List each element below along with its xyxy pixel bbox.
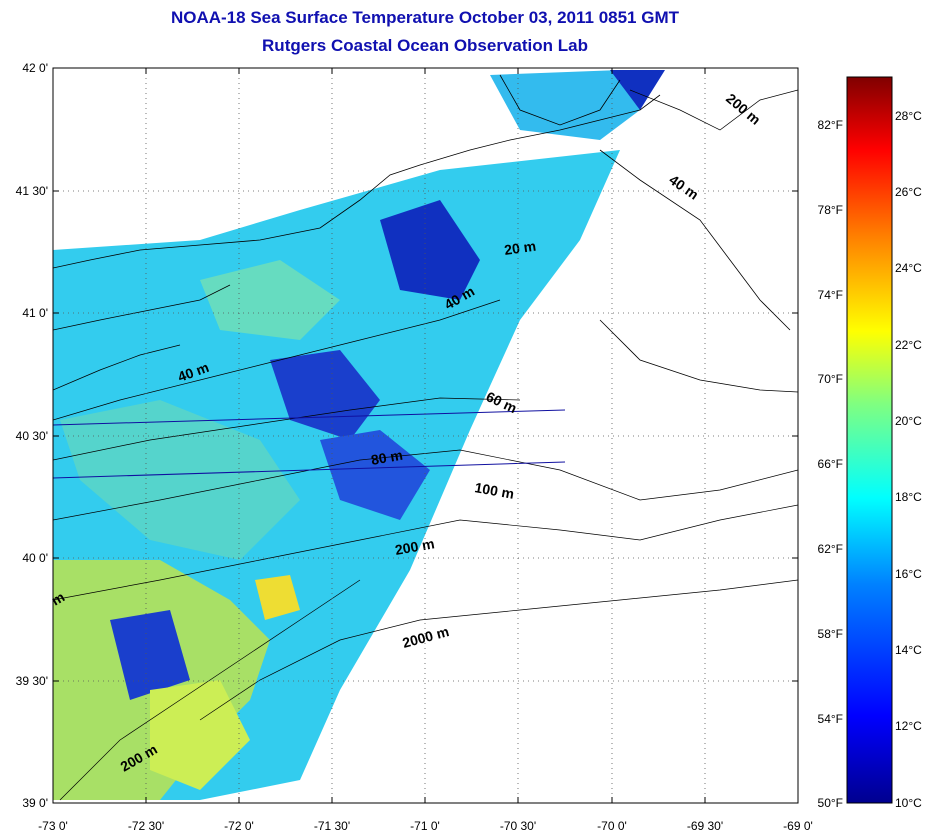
celsius-label: 16°C [895,567,922,581]
fahrenheit-label: 78°F [818,203,843,217]
lat-tick-label: 40 0' [22,551,48,565]
lat-tick-labels: 42 0' 41 30' 41 0' 40 30' 40 0' 39 30' 3… [16,61,48,810]
fahrenheit-label: 54°F [818,712,843,726]
lat-tick-label: 41 30' [16,184,48,198]
lon-tick-label: -72 0' [224,819,254,833]
fahrenheit-label: 58°F [818,627,843,641]
contour-label: 200 m [394,535,436,558]
celsius-label: 26°C [895,185,922,199]
map-subtitle: Rutgers Coastal Ocean Observation Lab [262,36,588,55]
contour-label: 2000 m [401,623,451,651]
contour-label: 200 m [723,90,764,128]
celsius-label: 18°C [895,490,922,504]
lon-tick-label: -70 0' [597,819,627,833]
fahrenheit-label: 82°F [818,118,843,132]
celsius-label: 12°C [895,719,922,733]
sst-swath [53,70,665,800]
lon-tick-label: -69 30' [687,819,723,833]
fahrenheit-label: 66°F [818,457,843,471]
colorbar-fahrenheit-labels: 82°F 78°F 74°F 70°F 66°F 62°F 58°F 54°F … [818,118,843,810]
lon-tick-label: -71 30' [314,819,350,833]
frame-ticks [52,68,798,803]
lon-tick-label: -72 30' [128,819,164,833]
lon-tick-label: -70 30' [500,819,536,833]
celsius-label: 28°C [895,109,922,123]
celsius-label: 24°C [895,261,922,275]
lon-tick-label: -73 0' [38,819,68,833]
bathymetry-contours [53,89,798,801]
lat-tick-label: 40 30' [16,429,48,443]
lat-tick-label: 39 30' [16,674,48,688]
lon-tick-label: -69 0' [783,819,813,833]
celsius-label: 22°C [895,338,922,352]
fahrenheit-label: 62°F [818,542,843,556]
celsius-label: 10°C [895,796,922,810]
map-title: NOAA-18 Sea Surface Temperature October … [170,8,680,27]
colorbar [846,76,893,804]
lat-tick-label: 42 0' [22,61,48,75]
coastline [53,74,798,393]
colorbar-celsius-labels: 28°C 26°C 24°C 22°C 20°C 18°C 16°C 14°C … [895,109,922,810]
map-gridlines [53,68,798,803]
fahrenheit-label: 50°F [818,796,843,810]
lon-tick-labels: -73 0' -72 30' -72 0' -71 30' -71 0' -70… [38,819,813,833]
lat-tick-label: 41 0' [22,306,48,320]
lat-tick-label: 39 0' [22,796,48,810]
celsius-label: 20°C [895,414,922,428]
lon-tick-label: -71 0' [410,819,440,833]
transect-lines [53,409,566,479]
contour-label: 20 m [503,238,537,258]
celsius-label: 14°C [895,643,922,657]
contour-label: 80 m [370,447,404,468]
fahrenheit-label: 74°F [818,288,843,302]
contour-label: 100 m [473,479,515,502]
contour-label: 40 m [666,171,701,202]
fahrenheit-label: 70°F [818,372,843,386]
